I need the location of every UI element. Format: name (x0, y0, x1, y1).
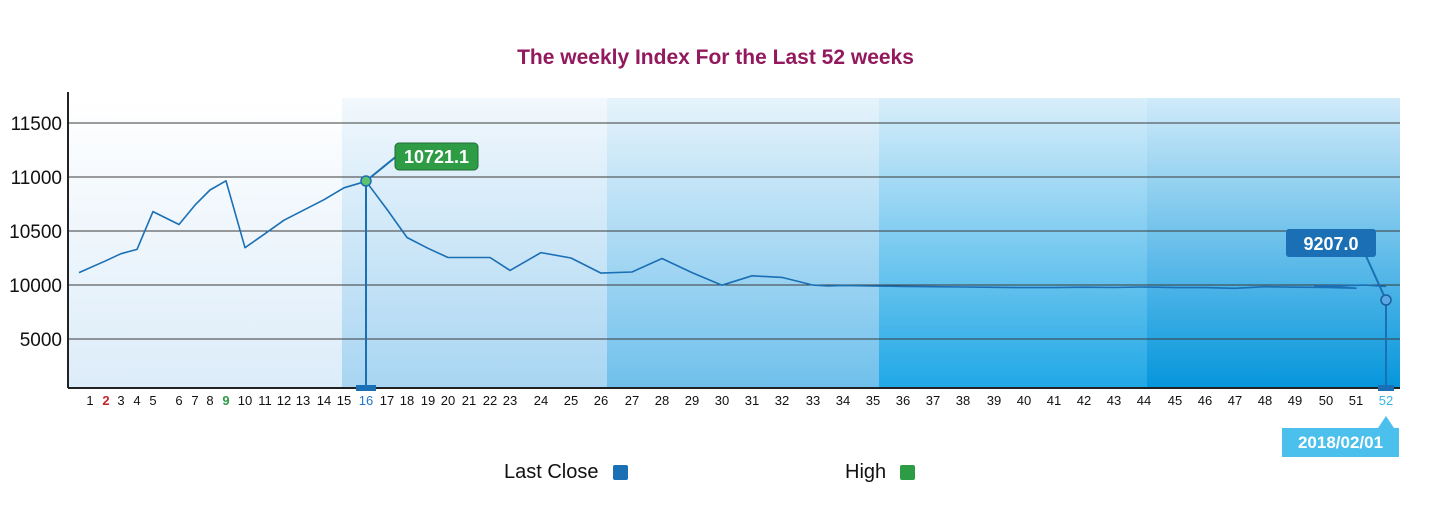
markers: 10721.1 9207.0 2018/02/01 (356, 142, 1399, 457)
x-tick-label: 45 (1168, 393, 1182, 408)
background-band (342, 98, 607, 388)
y-tick-label: 10500 (9, 222, 62, 243)
x-tick-label: 49 (1288, 393, 1302, 408)
y-axis-ticks: 5000 10000 10500 11000 11500 (9, 114, 62, 351)
x-tick-label: 46 (1198, 393, 1212, 408)
grid-lines (68, 122, 1400, 340)
series-line-last-close (78, 180, 1387, 290)
x-tick-label: 12 (277, 393, 291, 408)
x-tick-label: 43 (1107, 393, 1121, 408)
date-callout-box (1282, 428, 1399, 457)
x-tick-label: 19 (421, 393, 435, 408)
x-tick-label: 6 (175, 393, 182, 408)
x-tick-label: 51 (1349, 393, 1363, 408)
y-tick-label: 11500 (11, 114, 62, 135)
x-tick-label: 42 (1077, 393, 1091, 408)
background-band (68, 98, 342, 388)
x-tick-label: 32 (775, 393, 789, 408)
high-value-label: 10721.1 (404, 147, 469, 167)
x-tick-label: 29 (685, 393, 699, 408)
date-callout-label: 2018/02/01 (1298, 433, 1383, 452)
x-tick-label: 5 (149, 393, 156, 408)
background-bands (68, 98, 1400, 388)
x-tick-label: 52 (1379, 393, 1393, 408)
last-value-label: 9207.0 (1303, 234, 1358, 254)
y-tick-label: 5000 (20, 330, 62, 351)
x-tick-label: 20 (441, 393, 455, 408)
x-tick-label: 11 (258, 393, 272, 408)
x-tick-label: 21 (462, 393, 476, 408)
x-tick-label: 50 (1319, 393, 1333, 408)
x-tick-label: 14 (317, 393, 331, 408)
x-axis-ticks: 1 2 3 4 5 6 7 8 9 10 11 12 13 14 15 16 17 18 19 20 21 22 23 24 2… (86, 393, 1393, 408)
background-band (607, 98, 879, 388)
legend-high-swatch (900, 465, 916, 480)
x-tick-label: 30 (715, 393, 729, 408)
x-tick-label: 25 (564, 393, 578, 408)
date-callout-pointer (1378, 416, 1394, 428)
high-callout-pointer (365, 154, 399, 182)
high-point-marker (360, 175, 372, 187)
x-tick-label: 8 (206, 393, 213, 408)
last-axis-marker (1378, 385, 1394, 391)
x-tick-label: 31 (745, 393, 759, 408)
y-tick-label: 11000 (11, 168, 62, 189)
x-tick-label: 41 (1047, 393, 1061, 408)
x-tick-label: 22 (483, 393, 497, 408)
x-tick-label: 24 (534, 393, 548, 408)
x-tick-label: 35 (866, 393, 880, 408)
last-callout-pointer (1365, 255, 1387, 301)
last-point-marker (1380, 294, 1392, 306)
x-tick-label: 10 (238, 393, 252, 408)
x-tick-label: 16 (359, 393, 373, 408)
x-tick-label: 34 (836, 393, 850, 408)
x-tick-label: 26 (594, 393, 608, 408)
y-tick-label: 10000 (9, 276, 62, 297)
legend-last-close-swatch (612, 465, 628, 480)
x-tick-label: 40 (1017, 393, 1031, 408)
x-tick-label: 23 (503, 393, 517, 408)
x-tick-label: 9 (222, 393, 229, 408)
x-tick-label: 2 (102, 393, 109, 408)
x-tick-label: 48 (1258, 393, 1272, 408)
high-axis-marker (356, 385, 376, 391)
legend-last-close: Last Close (504, 461, 628, 484)
x-tick-label: 18 (400, 393, 414, 408)
x-tick-label: 47 (1228, 393, 1242, 408)
last-value-box (1286, 229, 1376, 257)
x-tick-label: 36 (896, 393, 910, 408)
x-tick-label: 28 (655, 393, 669, 408)
background-band (879, 98, 1147, 388)
legend-high: High (845, 461, 916, 484)
x-tick-label: 37 (926, 393, 940, 408)
x-tick-label: 44 (1137, 393, 1151, 408)
x-tick-label: 1 (86, 393, 93, 408)
chart-title: The weekly Index For the Last 52 weeks (517, 46, 914, 69)
x-tick-label: 27 (625, 393, 639, 408)
high-value-box (394, 142, 479, 171)
x-tick-label: 13 (296, 393, 310, 408)
legend-high-label: High (845, 461, 887, 483)
x-tick-label: 15 (337, 393, 351, 408)
x-tick-label: 17 (380, 393, 394, 408)
series-lines (78, 180, 1387, 290)
x-tick-label: 38 (956, 393, 970, 408)
x-tick-label: 33 (806, 393, 820, 408)
x-tick-label: 39 (987, 393, 1001, 408)
x-tick-label: 3 (117, 393, 124, 408)
x-tick-label: 7 (191, 393, 198, 408)
legend-last-close-label: Last Close (504, 461, 599, 483)
x-tick-label: 4 (133, 393, 140, 408)
